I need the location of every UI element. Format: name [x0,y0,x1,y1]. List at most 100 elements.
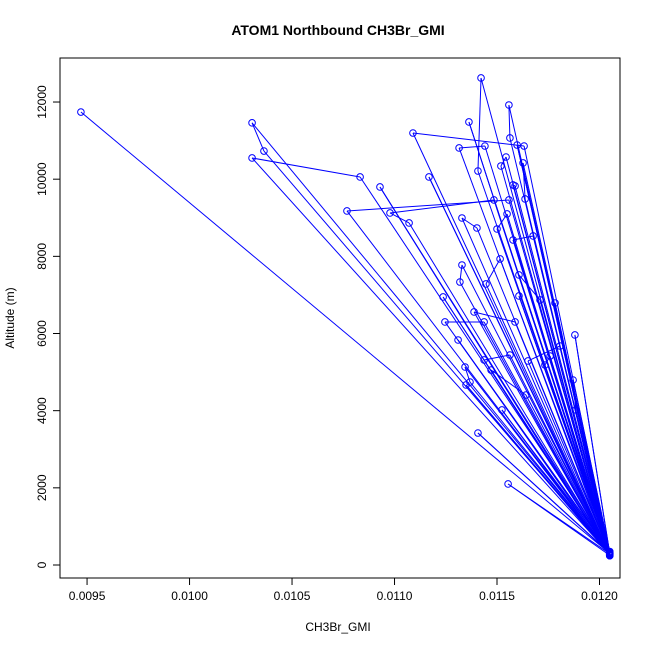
data-point [569,376,577,384]
series-segment [469,381,611,554]
series-segment [554,302,611,554]
data-point [502,153,510,161]
data-point [482,280,490,288]
series-segment [473,311,611,555]
data-point [556,342,564,350]
data-point [490,196,498,204]
data-point [248,154,256,162]
series-segment [408,222,611,554]
series-segment [251,157,611,555]
data-point [481,142,489,150]
data-point [77,108,85,116]
series-segment [507,483,611,555]
y-axis: 0 2000 4000 6000 8000 10000 12000 [35,85,61,568]
data-point [503,210,511,218]
data-point [470,308,478,316]
series-segment [483,321,611,555]
plot-frame [59,57,621,579]
series-segment [477,77,482,172]
series-segment [459,145,485,149]
chart-title: ATOM1 Northbound CH3Br_GMI [231,22,444,38]
data-point [511,182,519,190]
series-segment [525,394,611,554]
x-axis-label: CH3Br_GMI [305,620,370,634]
data-point [386,209,394,217]
x-axis: 0.0095 0.0100 0.0105 0.0110 0.0115 0.0120 [69,577,618,603]
series-segment [512,184,611,554]
data-point [356,173,364,181]
data-point [458,214,466,222]
data-point [376,183,384,191]
data-point [515,271,523,279]
data-point [441,318,449,326]
series-segment [572,379,577,411]
series-segment [508,104,511,138]
data-point [522,391,530,399]
data-point [571,331,579,339]
data-point [477,74,485,82]
data-point [455,144,463,152]
data-point [506,351,514,359]
data-point [513,141,521,149]
series-segment [496,213,508,230]
series-segment [428,176,611,556]
data-point [521,195,529,203]
series-segment [251,157,361,178]
series-segment [251,122,265,152]
x-tick-label: 0.0115 [479,589,515,603]
data-point [493,225,501,233]
y-tick-label: 4000 [35,397,49,424]
data-point [520,142,528,150]
series-segment [484,354,511,361]
series-segment [412,132,525,147]
series-segment [80,111,611,554]
series-points [77,74,614,560]
data-point [248,119,256,127]
data-point [480,356,488,364]
data-point [515,292,523,300]
series-segment [509,354,611,554]
series-segment [501,409,611,556]
data-point [509,236,517,244]
series-segment [485,283,611,555]
data-point [605,551,614,559]
x-tick-label: 0.0095 [69,589,106,603]
series-segment [522,162,526,200]
data-point [474,167,482,175]
data-point [551,299,559,307]
y-tick-label: 6000 [35,320,49,347]
series-segment [464,366,471,383]
data-point [504,480,512,488]
data-point [506,134,514,142]
data-point [474,429,482,437]
data-point [456,278,464,286]
data-point [480,318,488,326]
data-point [458,261,466,269]
series-segment [574,334,611,554]
y-axis-label: Altitude (m) [3,287,17,348]
data-point [572,406,580,414]
series-segment [549,355,611,553]
data-point [461,363,469,371]
x-tick-label: 0.0110 [377,589,413,603]
series-segment [527,345,561,362]
series-segment [493,199,611,555]
series-segment [575,409,611,555]
data-point [511,318,519,326]
y-tick-label: 2000 [35,474,49,501]
data-point [498,406,506,414]
data-point [462,381,470,389]
data-point [425,173,433,181]
data-point [505,101,513,109]
series-segment [477,432,611,554]
series-segment [518,274,611,553]
x-tick-label: 0.0105 [274,589,311,603]
series-segment [512,184,516,187]
y-tick-label: 10000 [35,162,49,196]
data-point [409,129,417,137]
data-point [519,159,527,167]
series-segment [465,384,611,556]
data-point [473,224,481,232]
data-point [465,118,473,126]
data-point [497,162,505,170]
